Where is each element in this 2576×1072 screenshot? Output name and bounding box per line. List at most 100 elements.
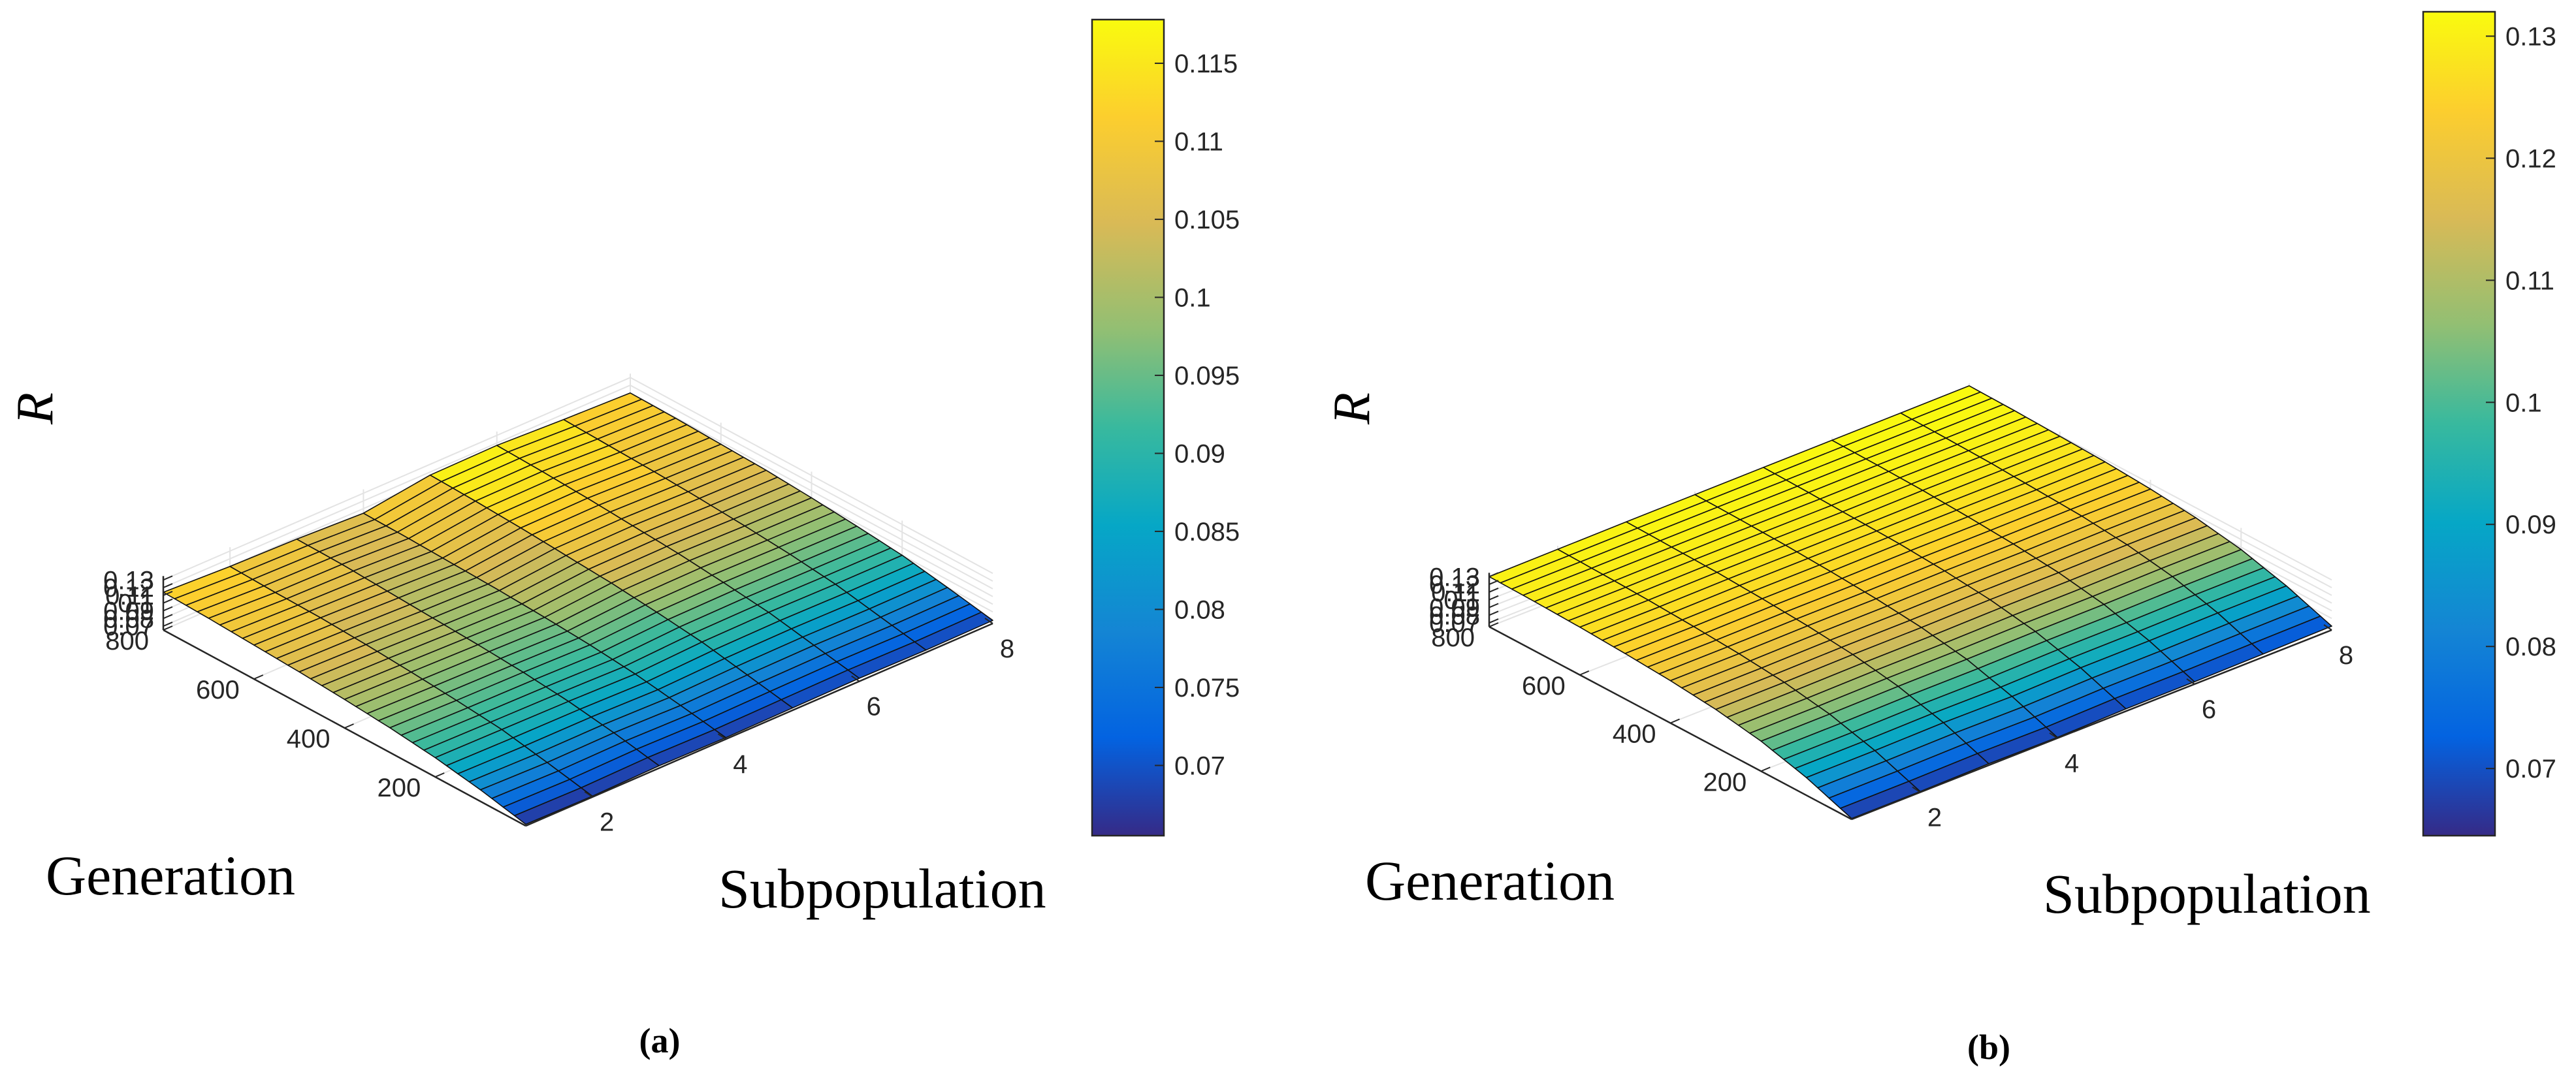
- colorbar-tick-label: 0.08: [2505, 633, 2556, 661]
- x-tick-label: 6: [2202, 695, 2216, 724]
- gridline: [163, 377, 631, 581]
- surface-patch: [914, 611, 993, 651]
- z-tick-label: 0.08: [103, 605, 154, 633]
- plot-b-z-label: R: [1323, 392, 1381, 425]
- z-tick-label: 0.1: [1443, 586, 1480, 615]
- gridline: [630, 377, 993, 575]
- subpopulation-axis-line: [525, 622, 993, 827]
- colorbar-tick-label: 0.1: [1174, 283, 1211, 312]
- y-tick-mark: [253, 674, 264, 680]
- colorbar-tick-label: 0.09: [2505, 511, 2556, 539]
- plot-a-surface: [163, 392, 993, 825]
- colorbar-tick-label: 0.07: [1174, 751, 1225, 780]
- plot-b-subpopulation-label: Subpopulation: [2043, 862, 2371, 925]
- z-tick-mark: [1489, 618, 1499, 624]
- caption-a: (a): [639, 1021, 681, 1060]
- y-tick-label: 800: [105, 627, 149, 655]
- plot-b-generation-label: Generation: [1365, 849, 1615, 912]
- x-tick-label: 8: [1000, 635, 1014, 663]
- y-tick-label: 200: [1703, 768, 1747, 796]
- x-tick-label: 4: [2065, 749, 2079, 778]
- gridline: [630, 392, 993, 590]
- z-tick-label: 0.12: [1429, 571, 1480, 599]
- plot-b-z-ticks: 0.070.080.090.10.110.120.13: [1429, 563, 1499, 638]
- colorbar-tick-label: 0.095: [1174, 362, 1240, 390]
- colorbar-gradient: [1091, 18, 1165, 837]
- y-tick-mark: [163, 625, 173, 631]
- plot-a-generation-label: Generation: [46, 844, 295, 907]
- colorbar-tick-label: 0.12: [2505, 144, 2556, 173]
- y-tick-label: 200: [378, 774, 421, 802]
- z-tick-label: 0.07: [1429, 609, 1480, 638]
- colorbar-tick-label: 0.075: [1174, 674, 1240, 702]
- y-tick-mark: [1760, 766, 1771, 772]
- z-tick-mark: [163, 614, 173, 620]
- z-tick-label: 0.13: [103, 566, 154, 595]
- x-tick-mark: [984, 618, 993, 624]
- colorbar-tick-label: 0.1: [2505, 388, 2542, 417]
- colorbar-tick-label: 0.11: [1174, 127, 1223, 156]
- colorbar-tick-label: 0.09: [1174, 439, 1225, 468]
- x-tick-mark: [1912, 786, 1921, 793]
- z-tick-label: 0.08: [1429, 601, 1480, 630]
- z-tick-label: 0.07: [103, 612, 154, 641]
- x-tick-label: 8: [2339, 641, 2353, 670]
- x-tick-label: 4: [733, 750, 747, 779]
- z-tick-label: 0.11: [105, 582, 154, 610]
- caption-b: (b): [1967, 1028, 2010, 1067]
- colorbar-tick-label: 0.08: [1174, 595, 1225, 624]
- colorbar-tick-label: 0.07: [2505, 755, 2556, 783]
- y-tick-mark: [344, 723, 354, 729]
- z-tick-label: 0.09: [103, 597, 154, 626]
- x-tick-mark: [2049, 732, 2058, 739]
- plot-a-x-ticks: 2 4 6 8: [584, 618, 1014, 837]
- y-tick-mark: [1489, 622, 1499, 627]
- z-tick-mark: [1489, 572, 1499, 578]
- z-tick-mark: [1489, 610, 1499, 616]
- x-tick-mark: [584, 791, 593, 798]
- z-tick-mark: [1489, 587, 1499, 593]
- gridline: [163, 385, 631, 589]
- y-tick-mark: [1579, 670, 1590, 676]
- y-tick-label: 600: [1522, 672, 1566, 701]
- z-tick-mark: [163, 590, 173, 596]
- gridline: [630, 385, 993, 582]
- y-tick-mark: [1670, 718, 1680, 724]
- x-tick-mark: [2186, 678, 2195, 685]
- subpopulation-axis-line: [1851, 629, 2332, 821]
- z-tick-mark: [1489, 580, 1499, 586]
- x-tick-mark: [717, 733, 726, 740]
- plot-b-surface: [1489, 385, 2332, 819]
- x-tick-label: 6: [867, 693, 881, 721]
- plot-b-y-ticks: 200 400 600 800: [1431, 622, 1771, 796]
- plot-a-subpopulation-label: Subpopulation: [718, 857, 1046, 920]
- plot-b-colorbar: 0.07 0.08 0.09 0.1 0.11 0.12 0.13: [2422, 10, 2556, 837]
- z-tick-label: 0.13: [1429, 563, 1480, 591]
- x-tick-mark: [851, 675, 860, 682]
- plot-b-x-ticks: 2 4 6 8: [1912, 624, 2353, 832]
- z-tick-mark: [163, 622, 173, 627]
- colorbar-tick-label: 0.115: [1174, 50, 1238, 78]
- z-tick-mark: [1489, 595, 1499, 601]
- colorbar-tick-label: 0.13: [2505, 22, 2556, 51]
- z-tick-label: 0.12: [103, 574, 154, 603]
- z-tick-mark: [1489, 603, 1499, 608]
- plot-a-z-ticks: 0.070.080.090.10.110.120.13: [103, 566, 173, 641]
- x-tick-mark: [2323, 624, 2332, 631]
- x-tick-label: 2: [600, 808, 614, 837]
- z-tick-mark: [163, 583, 173, 589]
- z-tick-mark: [163, 575, 173, 581]
- z-tick-label: 0.1: [118, 590, 154, 618]
- surface-patch: [2251, 615, 2332, 655]
- z-tick-mark: [163, 606, 173, 612]
- colorbar-gradient: [2422, 10, 2496, 837]
- z-tick-mark: [163, 598, 173, 604]
- y-tick-label: 400: [287, 725, 330, 753]
- y-tick-label: 800: [1431, 623, 1475, 652]
- plot-a-colorbar: 0.07 0.075 0.08 0.085 0.09 0.095 0.1 0.105 0.11 0…: [1091, 18, 1240, 837]
- x-tick-label: 2: [1927, 804, 1942, 832]
- y-tick-mark: [434, 772, 445, 778]
